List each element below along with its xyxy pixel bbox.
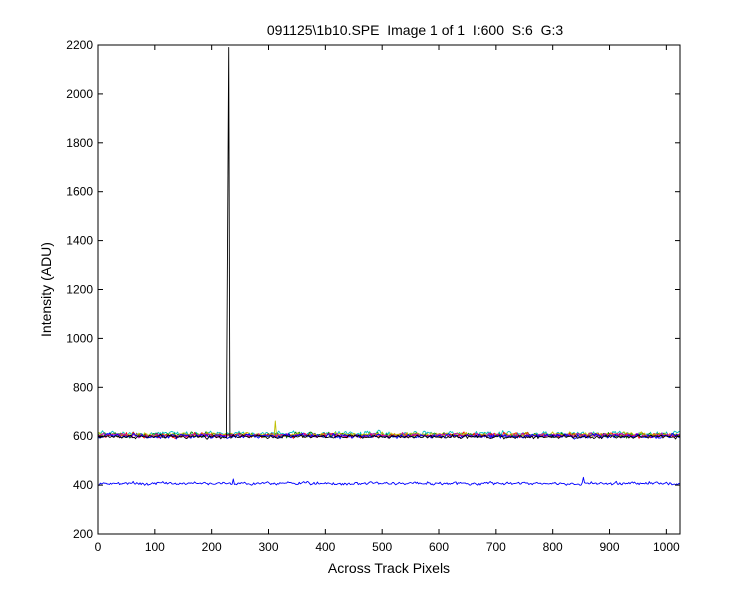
chart-title: 091125\1b10.SPE Image 1 of 1 I:600 S:6 G… bbox=[267, 22, 563, 38]
x-tick-label: 300 bbox=[258, 540, 278, 554]
y-tick-label: 2200 bbox=[66, 38, 93, 52]
y-tick-label: 1200 bbox=[66, 283, 93, 297]
series-line-5 bbox=[98, 432, 681, 439]
series-layer bbox=[97, 46, 681, 486]
tick-layer: 0 100 200 300 400 500 600 700 800 900 1000 200 400 60… bbox=[66, 38, 680, 554]
y-tick-label: 200 bbox=[73, 527, 93, 541]
y-tick-label: 1000 bbox=[66, 331, 93, 345]
plot-frame bbox=[97, 44, 681, 535]
x-tick-label: 200 bbox=[202, 540, 222, 554]
series-line-7 bbox=[97, 476, 681, 486]
series-line-0 bbox=[97, 46, 681, 440]
y-tick-label: 600 bbox=[73, 429, 93, 443]
y-tick-label: 400 bbox=[73, 478, 93, 492]
x-tick-label: 800 bbox=[543, 540, 563, 554]
x-tick-label: 700 bbox=[486, 540, 506, 554]
y-tick-label: 1600 bbox=[66, 185, 93, 199]
plot-area bbox=[98, 45, 680, 534]
x-tick-label: 100 bbox=[145, 540, 165, 554]
x-tick-label: 900 bbox=[600, 540, 620, 554]
x-tick-label: 500 bbox=[372, 540, 392, 554]
x-tick-label: 1000 bbox=[653, 540, 680, 554]
x-tick-label: 0 bbox=[95, 540, 102, 554]
y-tick-label: 800 bbox=[73, 380, 93, 394]
x-axis-title: Across Track Pixels bbox=[328, 560, 450, 576]
y-tick-label: 2000 bbox=[66, 87, 93, 101]
x-tick-label: 400 bbox=[315, 540, 335, 554]
y-tick-label: 1800 bbox=[66, 136, 93, 150]
x-tick-label: 600 bbox=[429, 540, 449, 554]
y-tick-label: 1400 bbox=[66, 234, 93, 248]
y-axis-title: Intensity (ADU) bbox=[38, 242, 54, 337]
